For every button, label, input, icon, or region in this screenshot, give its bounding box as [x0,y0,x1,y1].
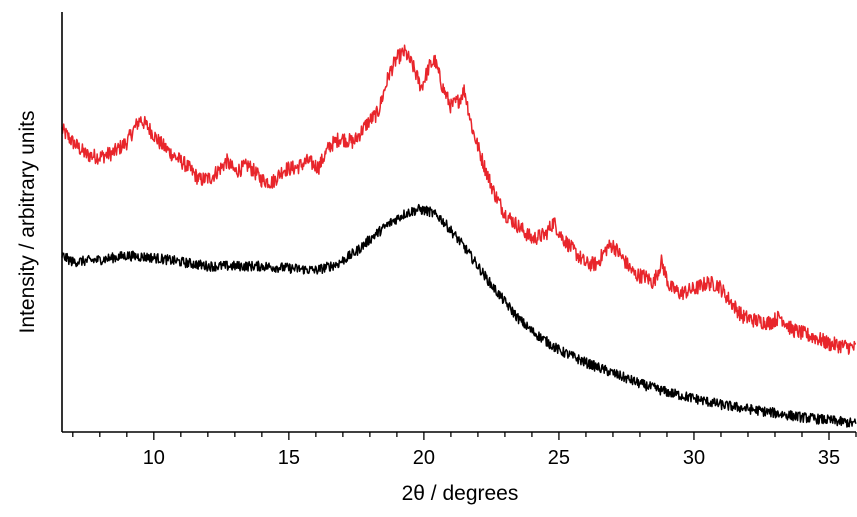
x-tick-label: 20 [413,447,435,469]
x-ticks: 10 15 20 25 30 35 [72,432,857,469]
plot-area: 10 15 20 25 30 35 [61,12,857,469]
series-line-1 [61,44,857,355]
x-tick-label: 35 [818,447,840,469]
x-tick-label: 10 [143,447,165,469]
series-line-2 [61,203,857,428]
x-axis-title: 2θ / degrees [402,482,519,505]
x-tick-label: 25 [548,447,570,469]
x-tick-label: 30 [683,447,705,469]
series-layer [61,44,857,428]
x-tick-label: 15 [278,447,300,469]
y-axis-title: Intensity / arbitrary units [16,111,39,334]
